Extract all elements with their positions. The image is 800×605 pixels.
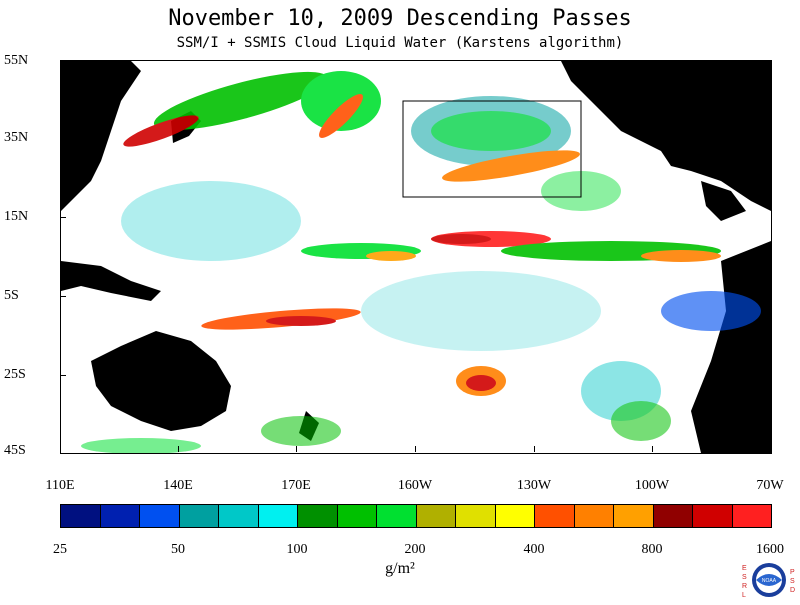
colorbar-tick-label: 50 [171, 542, 185, 557]
lat-label: 35N [4, 130, 29, 145]
land-south-america [691, 241, 771, 453]
colorbar-swatch [456, 505, 496, 527]
svg-text:E: E [742, 565, 747, 572]
svg-text:NOAA: NOAA [762, 578, 777, 584]
lat-label: 55N [4, 53, 29, 68]
svg-text:P: P [790, 569, 795, 576]
colorbar-swatch [140, 505, 180, 527]
land-asia [61, 61, 141, 211]
colorbar-tick-label: 25 [53, 542, 67, 557]
map-subtitle: SSM/I + SSMIS Cloud Liquid Water (Karste… [176, 35, 624, 51]
colorbar-tick-label: 100 [286, 542, 308, 557]
colorbar-swatch [100, 505, 140, 527]
svg-text:R: R [742, 583, 747, 590]
colorbar-swatch [179, 505, 219, 527]
svg-text:S: S [790, 578, 795, 585]
region-box [402, 100, 582, 198]
lon-label: 140E [163, 478, 193, 493]
svg-text:S: S [742, 574, 747, 581]
lon-label: 110E [45, 478, 75, 493]
colorbar-swatch [495, 505, 535, 527]
lon-label: 100W [634, 478, 670, 493]
colorbar-swatch [377, 505, 417, 527]
colorbar-swatch [219, 505, 259, 527]
land-australia [91, 331, 231, 431]
colorbar-swatch [614, 505, 654, 527]
land-indonesia [61, 261, 161, 301]
colorbar-swatch [732, 505, 771, 527]
map-panel [60, 60, 772, 454]
land-central-america [701, 181, 746, 221]
land-north-america [561, 61, 771, 211]
colorbar-tick-label: 200 [404, 542, 426, 557]
cloud-patches [81, 71, 761, 453]
colorbar-swatch [535, 505, 575, 527]
lat-label: 15N [4, 209, 29, 224]
lat-label: 5S [4, 288, 19, 303]
lon-label: 160W [397, 478, 433, 493]
colorbar-swatch [574, 505, 614, 527]
lon-label: 130W [516, 478, 552, 493]
lon-label: 70W [756, 478, 784, 493]
lon-label: 170E [281, 478, 311, 493]
lat-label: 25S [4, 367, 26, 382]
lat-label: 45S [4, 443, 26, 458]
cloud-water-map [61, 61, 771, 453]
map-title: November 10, 2009 Descending Passes [168, 6, 632, 31]
noaa-logo: E S R L NOAA P S D [740, 560, 798, 600]
svg-text:D: D [790, 587, 795, 594]
colorbar-swatch [337, 505, 377, 527]
colorbar-tick-label: 1600 [756, 542, 784, 557]
colorbar-swatch [61, 505, 101, 527]
colorbar-swatch [653, 505, 693, 527]
colorbar-tick-label: 400 [523, 542, 545, 557]
colorbar-swatch [298, 505, 338, 527]
colorbar-tick-label: 800 [641, 542, 663, 557]
colorbar [60, 504, 772, 528]
unit-label: g/m² [385, 560, 415, 577]
colorbar-swatch [693, 505, 733, 527]
colorbar-swatch [258, 505, 298, 527]
colorbar-swatch [416, 505, 456, 527]
svg-text:L: L [742, 592, 746, 599]
